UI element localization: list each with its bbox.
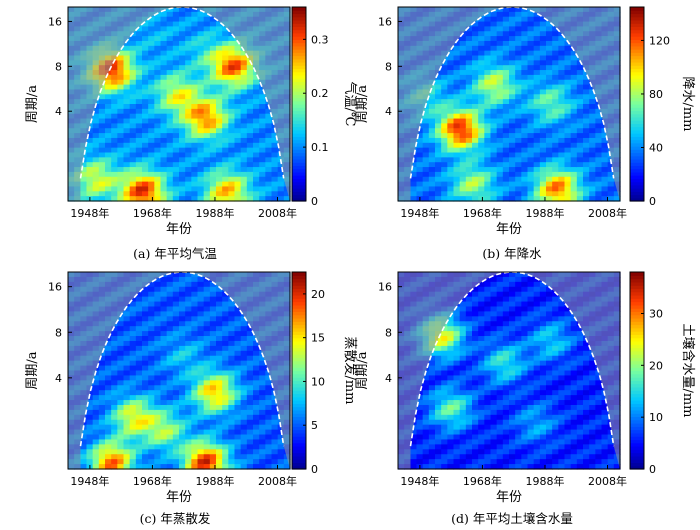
colorbar-tick-label: 0 [649,463,656,476]
cone-of-influence-mask [68,272,290,469]
y-tick-label: 8 [385,60,392,73]
x-tick-label: 1988年 [195,206,234,220]
colorbar-tick-label: 20 [311,288,325,301]
colorbar: 0 0.1 0.2 0.3 气温/℃ [291,6,358,208]
panel-caption: (c) 年蒸散发 [140,511,211,526]
colorbar-tick-label: 5 [311,419,318,432]
x-tick-label: 1968年 [463,474,502,488]
x-tick-label: 2008年 [588,206,627,220]
panel-caption: (a) 年平均气温 [133,246,217,261]
cone-of-influence-mask [398,272,620,469]
colorbar-tick-label: 10 [311,375,325,388]
colorbar-frame [629,6,645,202]
colorbar: 0 40 80 120 降水/mm [629,6,695,208]
y-tick-label: 16 [378,281,392,294]
colorbar-tick-label: 20 [649,359,663,372]
x-axis-label: 年份 [496,490,522,505]
cone-of-influence-mask [398,7,620,201]
colorbar-label: 气温/℃ [342,82,358,127]
y-tick-label: 16 [48,15,62,28]
plot-frame [67,6,291,202]
panel-caption: (b) 年降水 [482,246,542,261]
panel-caption: (d) 年平均土壤含水量 [451,511,573,526]
x-tick-label: 1968年 [133,206,172,220]
colorbar-tick-label: 120 [649,34,670,47]
y-tick-label: 4 [385,372,392,385]
y-tick-label: 4 [55,372,62,385]
colorbar-frame [291,6,307,202]
y-axis-label: 周期/a [25,85,40,123]
x-tick-label: 1988年 [525,474,564,488]
x-tick-label: 1988年 [525,206,564,220]
colorbar-tick-label: 30 [649,307,663,320]
colorbar-frame [629,271,645,470]
y-tick-label: 4 [385,105,392,118]
x-tick-label: 1948年 [70,206,109,220]
x-tick-label: 2008年 [588,474,627,488]
x-tick-label: 1968年 [133,474,172,488]
colorbar-tick-label: 0.1 [311,141,329,154]
colorbar-tick-label: 0.3 [311,33,329,46]
x-tick-label: 1948年 [70,474,109,488]
colorbar-frame [291,271,307,470]
y-tick-label: 4 [55,105,62,118]
colorbar-label: 降水/mm [680,76,695,131]
y-tick-label: 8 [55,326,62,339]
colorbar-tick-label: 0 [311,195,318,208]
y-tick-label: 16 [48,281,62,294]
plot-frame [67,271,291,470]
cone-of-influence-line [79,6,285,179]
cone-of-influence-mask [68,7,290,201]
x-axis-label: 年份 [496,222,522,237]
plot-frame [397,271,621,470]
x-tick-label: 1948年 [400,474,439,488]
colorbar-tick-label: 0.2 [311,87,329,100]
x-axis-label: 年份 [166,490,192,505]
x-tick-label: 2008年 [258,206,297,220]
y-tick-label: 16 [378,15,392,28]
y-axis-label: 周期/a [25,351,40,389]
x-tick-label: 1968年 [463,206,502,220]
colorbar: 0 5 10 15 20 蒸散发/mm [291,271,358,476]
colorbar: 0 10 20 30 土壤含水量/mm [629,271,696,476]
colorbar-tick-label: 15 [311,332,325,345]
x-tick-label: 1948年 [400,206,439,220]
colorbar-label: 蒸散发/mm [342,336,358,404]
y-tick-label: 8 [385,326,392,339]
x-axis-label: 年份 [166,222,192,237]
cone-of-influence-line [409,6,615,179]
colorbar-label: 土壤含水量/mm [680,323,696,417]
colorbar-tick-label: 0 [649,195,656,208]
y-axis-label: 周期/a [355,351,370,389]
x-tick-label: 2008年 [258,474,297,488]
colorbar-tick-label: 40 [649,141,663,154]
x-tick-label: 1988年 [195,474,234,488]
y-axis-label: 周期/a [355,85,370,123]
colorbar-tick-label: 80 [649,88,663,101]
colorbar-tick-label: 0 [311,463,318,476]
plot-frame [397,6,621,202]
y-tick-label: 8 [55,60,62,73]
colorbar-tick-label: 10 [649,411,663,424]
